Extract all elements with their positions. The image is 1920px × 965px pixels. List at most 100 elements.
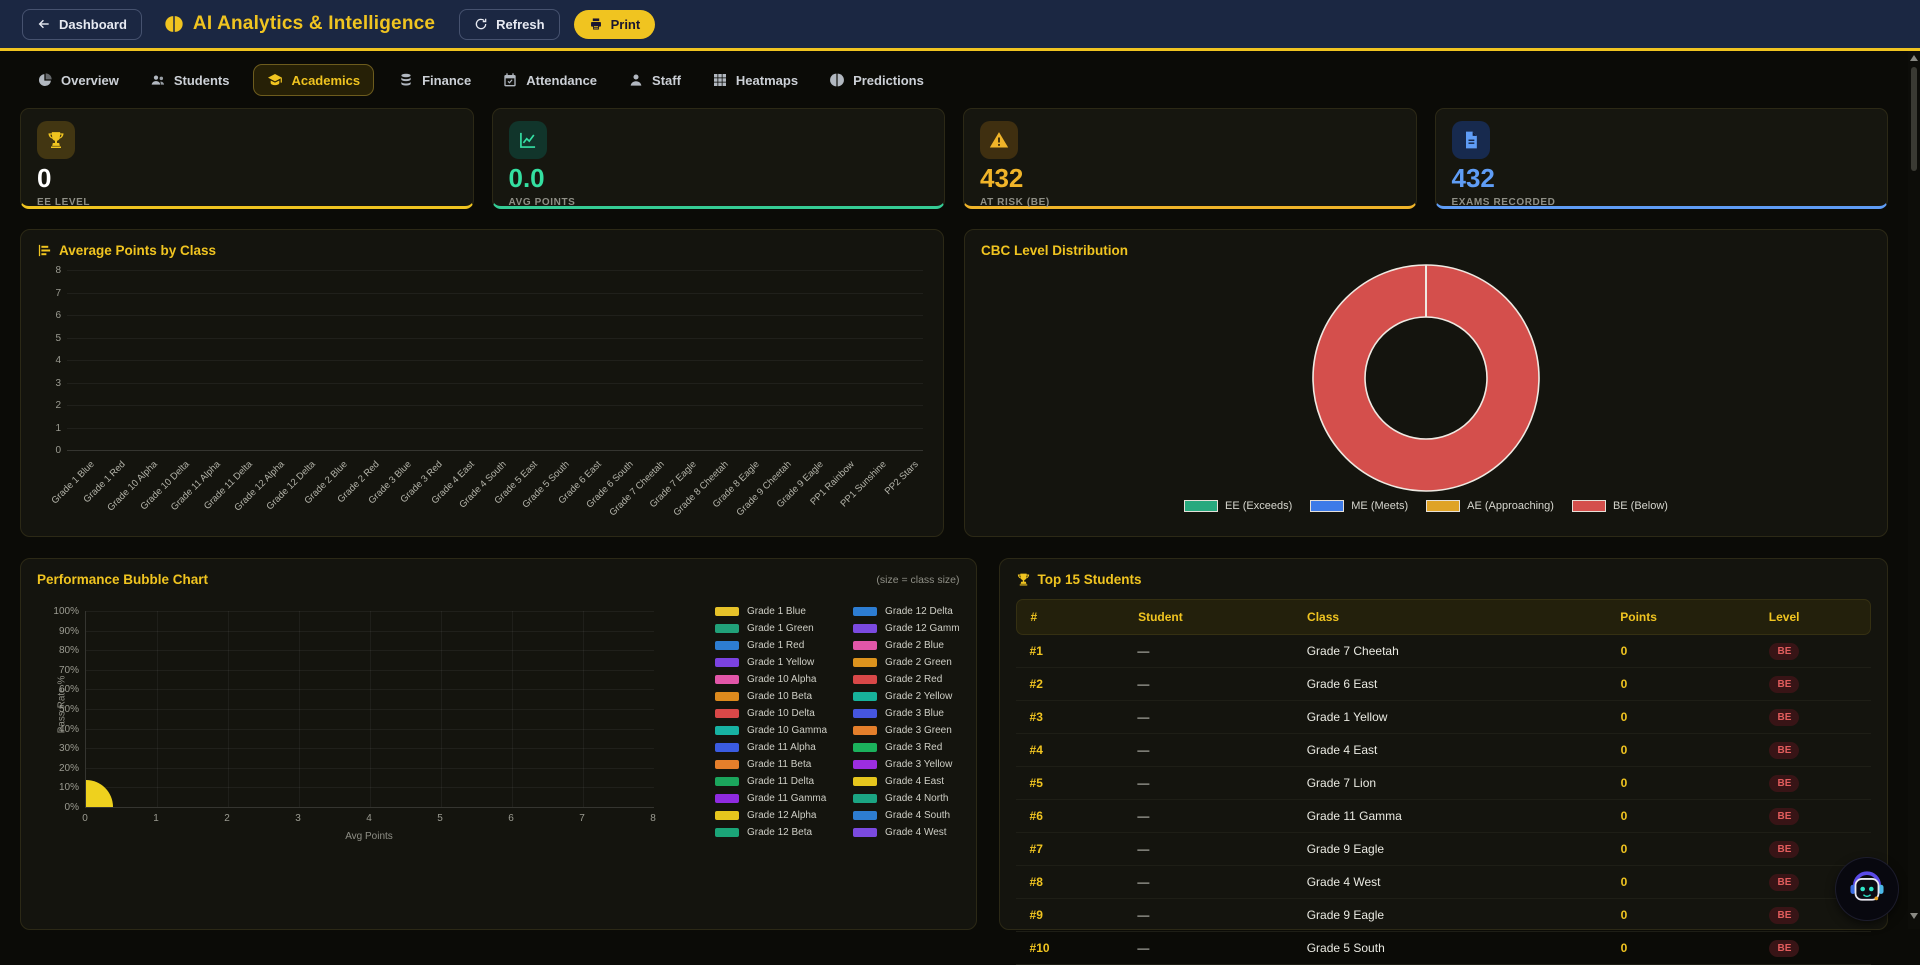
legend-swatch bbox=[1184, 500, 1219, 512]
legend-swatch bbox=[853, 810, 878, 820]
chatbot-button[interactable] bbox=[1836, 858, 1898, 920]
bubble-legend-item[interactable]: Grade 1 Yellow bbox=[715, 656, 827, 668]
bubble-legend-item[interactable]: Grade 10 Delta bbox=[715, 707, 827, 719]
scrollbar-thumb[interactable] bbox=[1911, 67, 1917, 171]
rank-cell: #8 bbox=[1029, 875, 1043, 889]
bubble-legend-item[interactable]: Grade 1 Green bbox=[715, 622, 827, 634]
level-cell: BE bbox=[1755, 873, 1870, 891]
bubble-legend-item[interactable]: Grade 12 Beta bbox=[715, 826, 827, 838]
bubble-legend-item[interactable]: Grade 11 Alpha bbox=[715, 741, 827, 753]
scrollbar-down-arrow-icon[interactable] bbox=[1910, 913, 1918, 919]
bubble-legend-item[interactable]: Grade 2 Yellow bbox=[853, 690, 959, 702]
legend-label: Grade 12 Alpha bbox=[747, 809, 817, 821]
bubble-legend-item[interactable]: Grade 4 South bbox=[853, 809, 959, 821]
bubble-title-text: Performance Bubble Chart bbox=[37, 572, 209, 587]
back-dashboard-button[interactable]: Dashboard bbox=[22, 8, 142, 40]
donut-legend-item[interactable]: EE (Exceeds) bbox=[1184, 500, 1292, 512]
refresh-button[interactable]: Refresh bbox=[459, 8, 560, 40]
y-axis-tick: 20% bbox=[58, 762, 79, 774]
avg-points-title: Average Points by Class bbox=[37, 243, 927, 258]
bubble-legend-column: Grade 1 Blue Grade 1 Green Grade 1 Red Grad… bbox=[715, 605, 827, 855]
student-cell: — bbox=[1137, 908, 1150, 922]
tab-predictions[interactable]: Predictions bbox=[822, 64, 931, 96]
legend-swatch bbox=[715, 759, 739, 769]
legend-swatch bbox=[853, 827, 878, 837]
gridline bbox=[583, 611, 584, 807]
bubble-legend-item[interactable]: Grade 2 Red bbox=[853, 673, 959, 685]
level-badge: BE bbox=[1769, 873, 1800, 891]
tab-staff[interactable]: Staff bbox=[621, 64, 688, 96]
bubble-legend-item[interactable]: Grade 12 Delta bbox=[853, 605, 959, 617]
legend-swatch bbox=[853, 606, 878, 616]
table-row: #3 — Grade 1 Yellow 0 BE bbox=[1015, 701, 1871, 734]
y-axis-tick: 50% bbox=[58, 704, 79, 715]
bubble-legend-item[interactable]: Grade 1 Blue bbox=[715, 605, 827, 617]
bubble-legend-item[interactable]: Grade 3 Yellow bbox=[853, 758, 959, 770]
bubble-legend: Grade 1 Blue Grade 1 Green Grade 1 Red Grad… bbox=[715, 605, 960, 855]
legend-swatch bbox=[853, 640, 878, 650]
table-row: #7 — Grade 9 Eagle 0 BE bbox=[1015, 833, 1871, 866]
level-badge: BE bbox=[1769, 906, 1800, 924]
brand-logo-icon bbox=[165, 16, 183, 32]
kpi-value: 0.0 bbox=[508, 163, 545, 193]
bubble-legend-item[interactable]: Grade 3 Blue bbox=[853, 707, 959, 719]
legend-swatch bbox=[853, 657, 878, 667]
tab-bar: Overview Students Academics Finance Attendan… bbox=[0, 51, 1920, 96]
bubble-legend-item[interactable]: Grade 1 Red bbox=[715, 639, 827, 651]
gridline bbox=[67, 270, 923, 271]
tab-academics[interactable]: Academics bbox=[253, 64, 375, 96]
tab-heatmaps[interactable]: Heatmaps bbox=[705, 64, 805, 96]
donut-legend-item[interactable]: ME (Meets) bbox=[1310, 500, 1408, 512]
bubble-legend-item[interactable]: Grade 3 Green bbox=[853, 724, 959, 736]
student-cell: — bbox=[1137, 677, 1150, 691]
tab-overview[interactable]: Overview bbox=[30, 64, 126, 96]
level-badge: BE bbox=[1769, 840, 1800, 858]
bubble-legend-item[interactable]: Grade 4 East bbox=[853, 775, 959, 787]
y-axis-tick: 6 bbox=[55, 310, 61, 321]
gridline bbox=[86, 748, 654, 750]
y-axis-tick: 1 bbox=[55, 422, 61, 434]
y-axis-tick: 0% bbox=[64, 802, 79, 813]
avg-points-title-text: Average Points by Class bbox=[59, 243, 217, 258]
top-students-panel: Top 15 Students # Student Class Points Level… bbox=[998, 558, 1888, 965]
bubble-legend-item[interactable]: Grade 10 Alpha bbox=[715, 673, 827, 685]
student-cell: — bbox=[1137, 743, 1150, 757]
bubble-legend-item[interactable]: Grade 11 Gamma bbox=[715, 792, 827, 804]
bubble-legend-item[interactable]: Grade 2 Blue bbox=[853, 639, 959, 651]
kpi-value: 432 bbox=[1451, 163, 1495, 193]
scrollbar-up-arrow-icon[interactable] bbox=[1910, 55, 1918, 61]
kpi-row: 0 EE LEVEL 0.0 AVG POINTS 432 AT RISK (BE) 432… bbox=[0, 96, 1920, 209]
points-cell: 0 bbox=[1620, 644, 1628, 658]
bubble-legend-item[interactable]: Grade 4 North bbox=[853, 792, 959, 804]
tab-label: Students bbox=[173, 72, 230, 88]
gridline bbox=[86, 650, 654, 652]
bubble-legend-item[interactable]: Grade 3 Red bbox=[853, 741, 959, 753]
bubble-legend-item[interactable]: Grade 4 West bbox=[853, 826, 959, 838]
bubble-legend-item[interactable]: Grade 10 Beta bbox=[715, 690, 827, 702]
legend-label: Grade 2 Yellow bbox=[885, 690, 953, 702]
tab-label: Attendance bbox=[526, 72, 598, 88]
legend-label: Grade 1 Yellow bbox=[747, 656, 815, 668]
bubble-legend-item[interactable]: Grade 2 Green bbox=[853, 656, 959, 668]
bubble-head: Performance Bubble Chart (size = class s… bbox=[37, 572, 960, 587]
donut-legend-item[interactable]: BE (Below) bbox=[1571, 500, 1668, 512]
tab-students[interactable]: Students bbox=[143, 64, 237, 96]
y-axis-tick: 2 bbox=[55, 400, 61, 411]
table-column-header: Class bbox=[1307, 610, 1340, 624]
bubble-plot-area bbox=[85, 611, 654, 808]
tab-attendance[interactable]: Attendance bbox=[495, 64, 604, 96]
rank-cell: #10 bbox=[1029, 941, 1050, 955]
kpi-label: AT RISK (BE) bbox=[980, 197, 1050, 208]
user-icon bbox=[630, 74, 642, 86]
bubble-legend-item[interactable]: Grade 10 Gamma bbox=[715, 724, 827, 736]
kpi-value: 0 bbox=[37, 163, 52, 193]
bubble-legend-item[interactable]: Grade 12 Alpha bbox=[715, 809, 827, 821]
bubble-legend-item[interactable]: Grade 12 Gamm bbox=[853, 622, 960, 634]
table-column-header: Student bbox=[1138, 610, 1183, 624]
tab-finance[interactable]: Finance bbox=[391, 64, 478, 96]
bubble-legend-item[interactable]: Grade 11 Beta bbox=[715, 758, 827, 770]
level-cell: BE bbox=[1755, 642, 1870, 660]
donut-legend-item[interactable]: AE (Approaching) bbox=[1426, 500, 1554, 512]
bubble-legend-item[interactable]: Grade 11 Delta bbox=[715, 775, 827, 787]
print-button[interactable]: Print bbox=[573, 9, 656, 39]
